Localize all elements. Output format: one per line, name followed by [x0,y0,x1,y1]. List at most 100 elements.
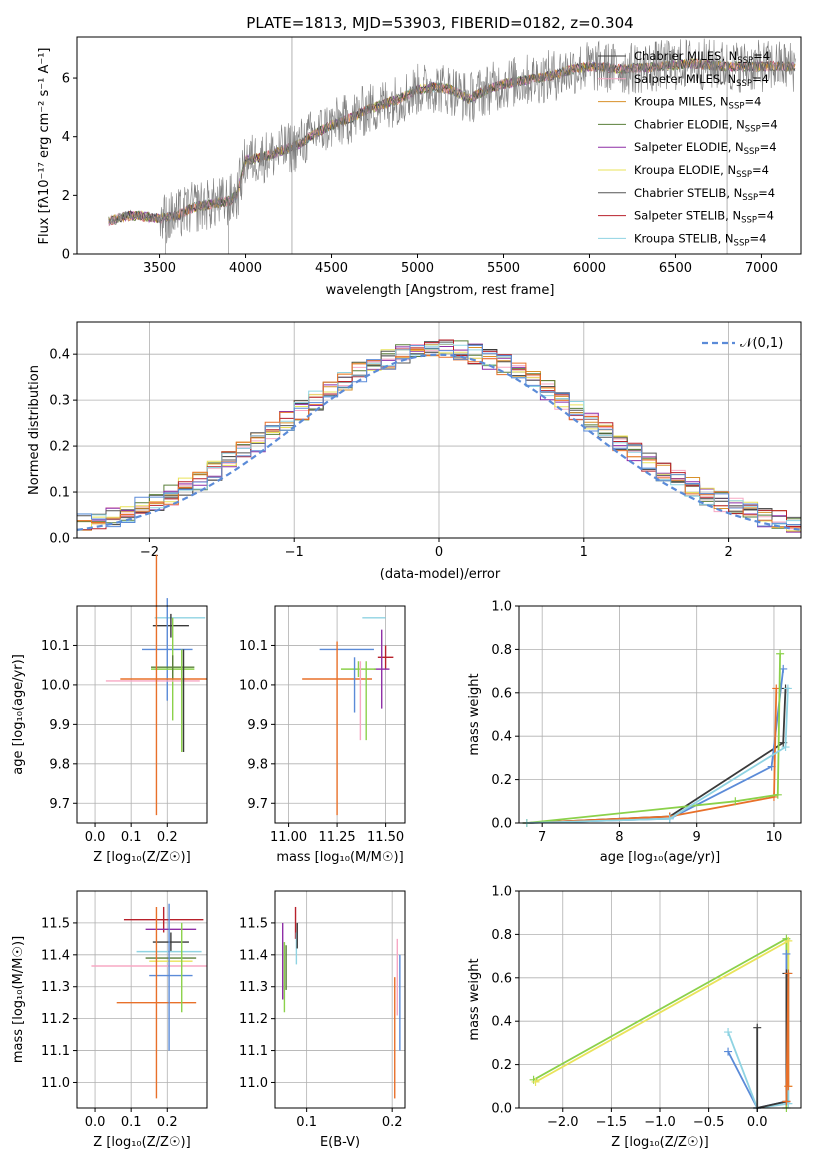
y-axis-label: age [log₁₀(age/yr)] [11,654,26,775]
x-tick-label: 4000 [229,261,262,276]
y-tick-label: 9.7 [247,797,268,812]
y-tick-label: 11.1 [239,1044,268,1059]
y-tick-label: 11.5 [41,916,70,931]
x-tick-label: 5000 [401,261,434,276]
y-tick-label: 0.8 [491,928,512,943]
y-tick-label: 10.1 [239,639,268,654]
panel-frame [274,605,406,824]
x-axis-label: Z [log₁₀(Z/Z☉)] [93,850,190,865]
weight-line [526,688,789,824]
y-tick-label: 1.0 [491,600,512,615]
y-tick-label: 0.4 [491,1015,512,1030]
residual-histograms [76,339,802,533]
weight-marker [731,797,740,806]
x-tick-label: 0.0 [85,1115,106,1130]
x-tick-label: 2 [724,545,732,560]
y-tick-label: 2 [62,189,70,204]
x-tick-label: 4500 [315,261,348,276]
residual-ylabel: Normed distribution [27,365,42,495]
x-tick-label: 0.2 [157,830,178,845]
legend-label: Salpeter MILES, NSSP=4 [634,72,769,89]
y-tick-label: 11.4 [41,948,70,963]
x-tick-label: 0.2 [157,1115,178,1130]
legend-label: Kroupa ELODIE, NSSP=4 [634,163,769,180]
x-tick-label: 0.1 [121,1115,142,1130]
x-tick-label: 1 [580,545,588,560]
spectrum-frame [76,36,802,255]
x-tick-label: 8 [615,830,623,845]
y-tick-label: 0.2 [491,1058,512,1073]
panel-frame [76,605,208,824]
spectrum-legend: Chabrier MILES, NSSP=4 Salpeter MILES, NS… [598,49,778,248]
observed-spectrum [108,38,796,244]
mass-vs-z-panel: 0.0 0.1 0.2 11.0 11.1 11.2 11.3 11.4 11.5 Z [log₁… [11,890,208,1150]
y-axis-label: mass [log₁₀(M/M☉)] [11,936,26,1063]
x-tick-label: 0.1 [296,1115,317,1130]
spectrum-ticks: 3500 4000 4500 5000 5500 6000 6500 7000 0 2 4 6 [62,72,778,276]
residual-legend: 𝒩(0,1) [702,336,783,351]
legend-label: Kroupa MILES, NSSP=4 [634,95,761,112]
x-tick-label: 10 [766,830,783,845]
weight-line [526,688,778,824]
age-vs-z-panel: 0.0 0.1 0.2 9.7 9.8 9.9 10.0 10.1 Z [log₁₀(Z/Z☉)… [11,554,208,865]
weight-line [756,973,788,1110]
x-tick-label: 0.0 [747,1115,768,1130]
x-tick-label: 0.2 [382,1115,403,1130]
y-tick-label: 0.6 [491,686,512,701]
y-tick-label: 11.1 [41,1044,70,1059]
weight-marker [665,814,674,823]
y-tick-label: 0.4 [49,348,70,363]
weight-marker [782,1097,791,1106]
normal-curve [76,353,802,531]
weight-marker [531,1077,540,1086]
y-tick-label: 0.0 [49,532,70,547]
x-tick-label: −1.0 [644,1115,676,1130]
x-tick-label: 0.1 [121,830,142,845]
y-tick-label: 10.0 [41,678,70,693]
x-tick-label: −0.5 [693,1115,725,1130]
y-axis-label: mass weight [467,673,482,755]
weight-marker [781,743,790,752]
weight-marker [529,1075,538,1084]
residual-ticks: −2 −1 0 1 2 0.0 0.1 0.2 0.3 0.4 [49,348,732,560]
x-axis-label: Z [log₁₀(Z/Z☉)] [611,1135,708,1150]
y-tick-label: 0.3 [49,394,70,409]
weight-marker [724,1028,733,1037]
legend-label: Salpeter STELIB, NSSP=4 [634,209,774,226]
panel-frame [274,890,406,1109]
spectrum-ylabel: Flux [fλ10⁻¹⁷ erg cm⁻² s⁻¹ A⁻¹] [37,48,52,245]
panel-frame [518,605,802,824]
legend-label: Salpeter ELODIE, NSSP=4 [634,140,777,157]
spectrum-lines [108,37,796,254]
y-tick-label: 11.5 [239,916,268,931]
y-tick-label: 11.0 [239,1076,268,1091]
y-tick-label: 11.0 [41,1076,70,1091]
y-tick-label: 0.6 [491,971,512,986]
weight-line [727,973,790,1109]
x-axis-label: Z [log₁₀(Z/Z☉)] [93,1135,190,1150]
x-axis-label: mass [log₁₀(M/M☉)] [276,850,403,865]
residual-xlabel: (data-model)/error [380,567,501,582]
y-tick-label: 4 [62,130,70,145]
spectrum-panel: PLATE=1813, MJD=53903, FIBERID=0182, z=0… [37,14,802,298]
weight-vs-age-panel: 7 8 9 10 0.0 0.2 0.4 0.6 0.8 1.0 age [log₁₀(age/yr… [467,600,802,865]
y-tick-label: 0.1 [49,486,70,501]
residual-histogram [77,343,801,525]
y-tick-label: 0.0 [491,817,512,832]
legend-label: Chabrier MILES, NSSP=4 [634,49,770,66]
y-tick-label: 6 [62,72,70,87]
x-tick-label: 0 [435,545,443,560]
legend-label: Kroupa STELIB, NSSP=4 [634,231,766,248]
x-axis-label: age [log₁₀(age/yr)] [600,850,721,865]
y-tick-label: 9.9 [247,718,268,733]
y-tick-label: 1.0 [491,885,512,900]
y-tick-label: 0.0 [491,1102,512,1117]
age-vs-mass-panel: 11.00 11.25 11.50 9.7 9.8 9.9 10.0 10.1 mass [lo… [239,605,406,865]
weight-marker [784,969,793,978]
x-tick-label: 9 [693,830,701,845]
weight-marker [784,1082,793,1091]
x-tick-label: 5500 [487,261,520,276]
spectrum-xlabel: wavelength [Angstrom, rest frame] [326,283,555,298]
weight-marker [773,790,782,799]
